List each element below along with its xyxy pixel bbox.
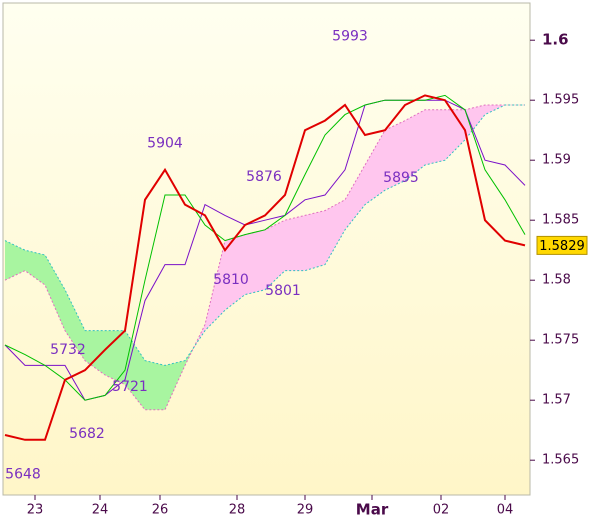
annotation: 5810 [213, 272, 249, 288]
cloud-fill [265, 220, 285, 290]
annotation: 5682 [69, 426, 105, 442]
x-tick-label: 24 [92, 503, 109, 518]
cloud-fill [5, 240, 25, 281]
cloud-fill [225, 234, 245, 311]
cloud-fill [405, 109, 425, 181]
x-tick-label: 29 [297, 503, 314, 518]
y-tick-label: 1.59 [542, 153, 571, 168]
x-tick-label: 04 [497, 503, 514, 518]
y-tick-label: 1.575 [542, 333, 579, 348]
x-tick-label: 02 [433, 503, 450, 518]
last-price-box [536, 235, 588, 255]
annotation: 5721 [112, 379, 148, 395]
cloud-fill [65, 289, 85, 361]
x-tick-label: 28 [229, 503, 246, 518]
cloud-fill [385, 120, 405, 191]
cloud-fill [325, 199, 345, 265]
y-tick-label: 1.565 [542, 453, 579, 468]
annotation: 5732 [50, 342, 86, 358]
cloud-fill [465, 105, 485, 140]
cloud-fill [285, 215, 305, 271]
cloud-fill [245, 229, 265, 295]
series-line [4, 94, 526, 441]
x-tick-label: 26 [152, 503, 169, 518]
series-line [4, 104, 525, 366]
cloud-fill [185, 347, 194, 366]
last-price-label: 1.5829 [539, 239, 585, 254]
y-tick-label: 1.6 [542, 31, 569, 49]
cloud-fill [425, 109, 445, 165]
x-tick-label: Mar [356, 501, 389, 519]
cloud-fill [345, 165, 365, 230]
cloud-fill [145, 360, 165, 410]
cloud-fill [365, 130, 385, 205]
y-tick-label: 1.595 [542, 93, 579, 108]
annotation: 5876 [246, 169, 282, 185]
y-tick-label: 1.585 [542, 213, 579, 228]
y-tick-label: 1.58 [542, 273, 571, 288]
series-line [4, 94, 526, 401]
annotation: 5895 [383, 170, 419, 186]
cloud-fill [45, 255, 65, 331]
cloud-fill [305, 210, 325, 271]
annotation: 5993 [332, 29, 368, 45]
annotation: 5648 [5, 467, 41, 483]
x-tick-label: 23 [27, 503, 44, 518]
annotation: 5801 [265, 283, 301, 299]
cloud-fill [125, 330, 145, 410]
cloud-fill [25, 250, 45, 285]
y-tick-label: 1.57 [542, 393, 571, 408]
annotation: 5904 [147, 135, 183, 151]
